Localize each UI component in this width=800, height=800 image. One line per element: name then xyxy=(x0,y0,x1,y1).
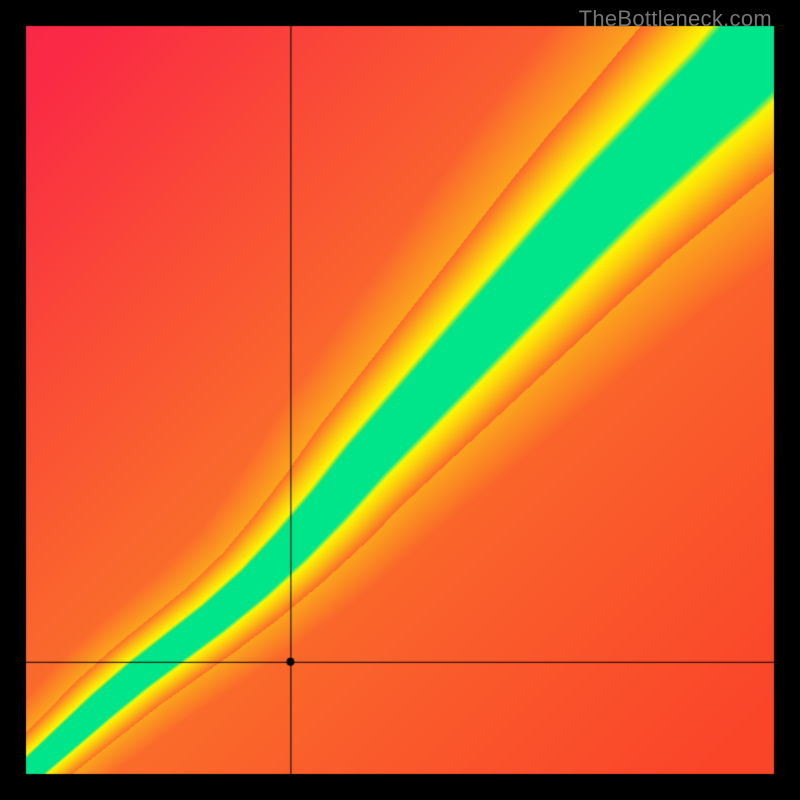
chart-container: TheBottleneck.com xyxy=(0,0,800,800)
watermark-text: TheBottleneck.com xyxy=(579,6,772,32)
heatmap-canvas xyxy=(0,0,800,800)
